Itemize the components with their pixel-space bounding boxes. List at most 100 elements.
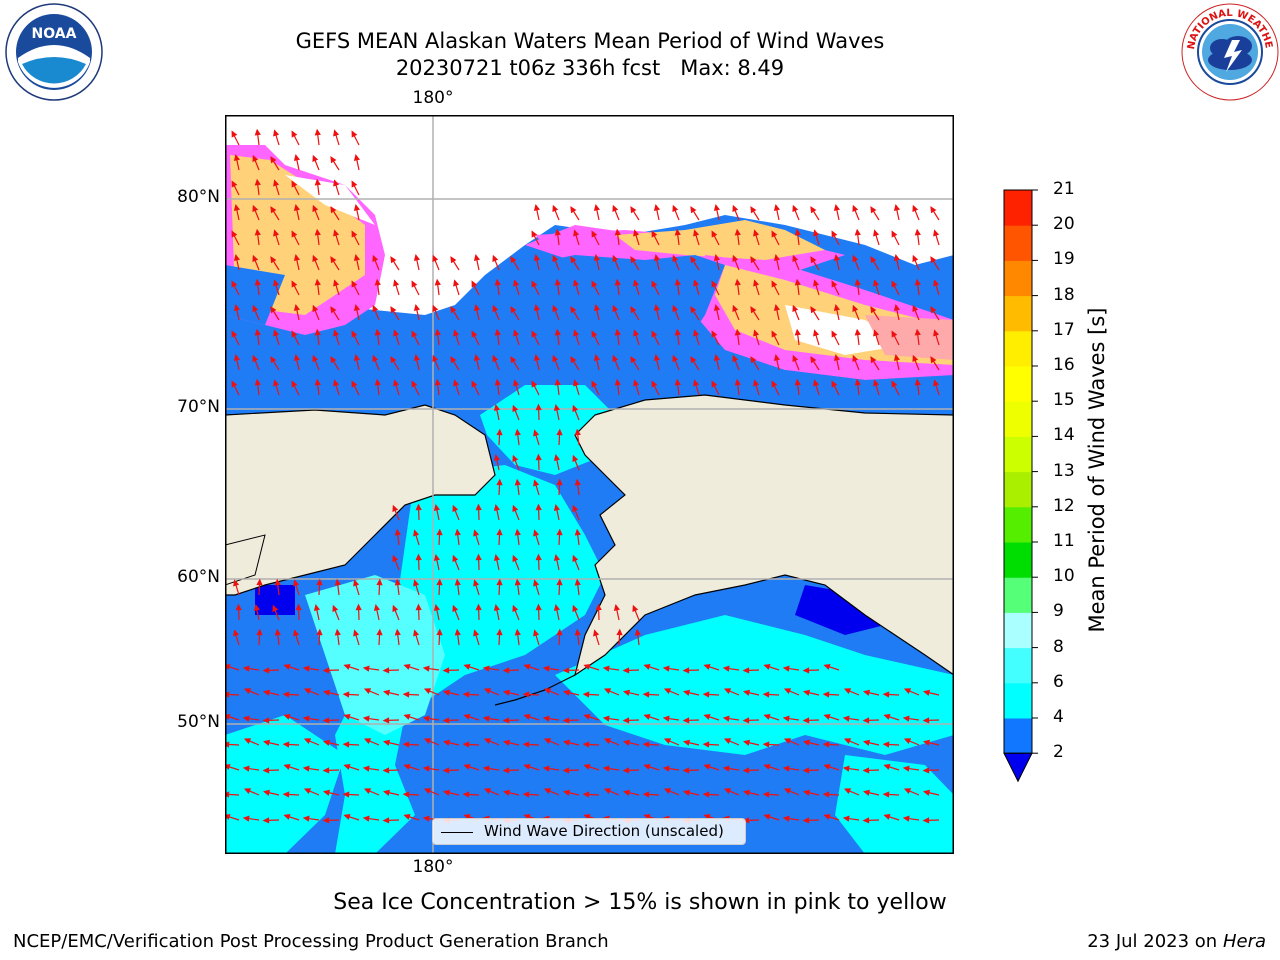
wave-arrow-head bbox=[393, 379, 400, 387]
legend-label: Wind Wave Direction (unscaled) bbox=[484, 822, 724, 840]
wave-arrow-head bbox=[914, 278, 921, 286]
noaa-logo: NOAA bbox=[5, 3, 103, 101]
wave-arrow-head bbox=[674, 228, 681, 236]
wave-arrow-head bbox=[231, 180, 238, 188]
wave-arrow-head bbox=[316, 578, 323, 586]
wave-arrow-head bbox=[753, 329, 760, 337]
wave-arrow-head bbox=[543, 788, 552, 795]
wave-arrow-head bbox=[494, 328, 501, 336]
wave-arrow-head bbox=[713, 253, 721, 261]
wave-arrow-head bbox=[512, 604, 519, 612]
wave-arrow-head bbox=[423, 738, 432, 745]
wave-arrow-head bbox=[554, 328, 561, 336]
wave-arrow-head bbox=[771, 230, 778, 238]
wave-arrow-head bbox=[643, 713, 651, 720]
wave-arrow-head bbox=[533, 353, 541, 361]
colorbar-tick-label: 17 bbox=[1053, 319, 1075, 340]
wave-arrow-head bbox=[390, 306, 397, 314]
wave-arrow-head bbox=[243, 688, 252, 695]
wave-arrow-head bbox=[623, 789, 631, 796]
wave-arrow-head bbox=[514, 628, 521, 636]
wave-arrow-head bbox=[322, 667, 330, 674]
wave-arrow-head bbox=[252, 254, 259, 262]
wave-arrow-head bbox=[452, 604, 459, 612]
wave-arrow-head bbox=[891, 380, 898, 388]
wave-arrow-head bbox=[351, 230, 358, 238]
wave-arrow-head bbox=[413, 629, 420, 637]
wave-arrow-head bbox=[262, 817, 270, 824]
wave-arrow-head bbox=[432, 354, 439, 362]
wave-arrow-head bbox=[630, 356, 637, 364]
wave-arrow-head bbox=[510, 306, 517, 314]
colorbar-segment bbox=[1004, 682, 1032, 719]
wave-arrow-head bbox=[556, 478, 563, 486]
wave-arrow-head bbox=[902, 815, 910, 822]
wave-arrow-head bbox=[750, 206, 757, 214]
wave-arrow-head bbox=[454, 578, 461, 586]
wave-arrow-head bbox=[333, 379, 340, 387]
wave-arrow-head bbox=[462, 741, 470, 748]
wave-arrow-head bbox=[291, 180, 298, 188]
wave-arrow-head bbox=[803, 739, 811, 746]
wave-arrow-head bbox=[554, 378, 561, 386]
wave-arrow-head bbox=[433, 553, 441, 561]
wave-arrow-head bbox=[535, 403, 542, 411]
wave-arrow-head bbox=[562, 717, 570, 724]
wave-arrow-head bbox=[753, 229, 760, 237]
wave-arrow-head bbox=[402, 691, 410, 698]
wave-arrow-head bbox=[471, 380, 478, 388]
wave-arrow-head bbox=[283, 763, 291, 770]
wave-arrow-head bbox=[711, 280, 718, 288]
wave-arrow-head bbox=[723, 788, 732, 795]
wave-arrow-head bbox=[593, 629, 600, 637]
wave-arrow-head bbox=[574, 528, 581, 536]
wave-arrow-head bbox=[533, 479, 540, 487]
wave-arrow-head bbox=[393, 329, 400, 337]
wave-arrow-head bbox=[374, 328, 381, 336]
wave-arrow-head bbox=[810, 256, 817, 264]
wave-arrow-head bbox=[750, 306, 757, 314]
wave-arrow-head bbox=[870, 306, 877, 314]
wave-arrow-head bbox=[473, 253, 481, 261]
wave-arrow-head bbox=[362, 815, 370, 822]
wave-arrow-head bbox=[510, 256, 517, 264]
wave-arrow-head bbox=[750, 356, 757, 364]
wave-arrow-head bbox=[282, 691, 290, 698]
wave-arrow-head bbox=[882, 791, 890, 798]
colorbar-segment bbox=[1004, 260, 1032, 297]
wave-arrow-head bbox=[254, 228, 261, 236]
wave-arrow-head bbox=[273, 329, 280, 337]
wave-arrow-head bbox=[556, 578, 563, 586]
wave-arrow-head bbox=[633, 329, 640, 337]
wave-arrow-head bbox=[562, 767, 570, 774]
colorbar-segment bbox=[1004, 718, 1032, 754]
wave-arrow-head bbox=[702, 691, 710, 698]
wave-arrow-head bbox=[233, 353, 241, 361]
wave-arrow-head bbox=[622, 767, 630, 774]
wave-arrow-head bbox=[794, 328, 801, 336]
wave-arrow-head bbox=[690, 256, 697, 264]
wave-arrow-head bbox=[703, 663, 711, 670]
wave-arrow-head bbox=[870, 356, 877, 364]
wave-arrow-head bbox=[762, 691, 770, 698]
wave-arrow-head bbox=[323, 789, 331, 796]
wave-arrow-head bbox=[252, 354, 259, 362]
chart-subtitle: 20230721 t06z 336h fcst Max: 8.49 bbox=[395, 56, 785, 80]
wave-arrow-head bbox=[672, 254, 679, 262]
colorbar-tick-label: 13 bbox=[1053, 460, 1075, 481]
wave-arrow-head bbox=[713, 353, 721, 361]
wave-arrow-head bbox=[493, 603, 501, 611]
wave-arrow-head bbox=[502, 667, 510, 674]
wave-arrow-head bbox=[293, 203, 301, 211]
wave-arrow-head bbox=[442, 767, 450, 774]
wave-arrow-head bbox=[512, 454, 519, 462]
wave-arrow-head bbox=[891, 280, 898, 288]
wave-arrow-head bbox=[794, 278, 801, 286]
wave-arrow-head bbox=[813, 229, 820, 237]
wave-arrow-head bbox=[402, 741, 410, 748]
wave-arrow-head bbox=[462, 691, 470, 698]
wave-arrow-head bbox=[782, 665, 790, 672]
wave-arrow-head bbox=[893, 353, 901, 361]
wave-arrow-head bbox=[792, 354, 799, 362]
wave-arrow-head bbox=[862, 717, 870, 724]
